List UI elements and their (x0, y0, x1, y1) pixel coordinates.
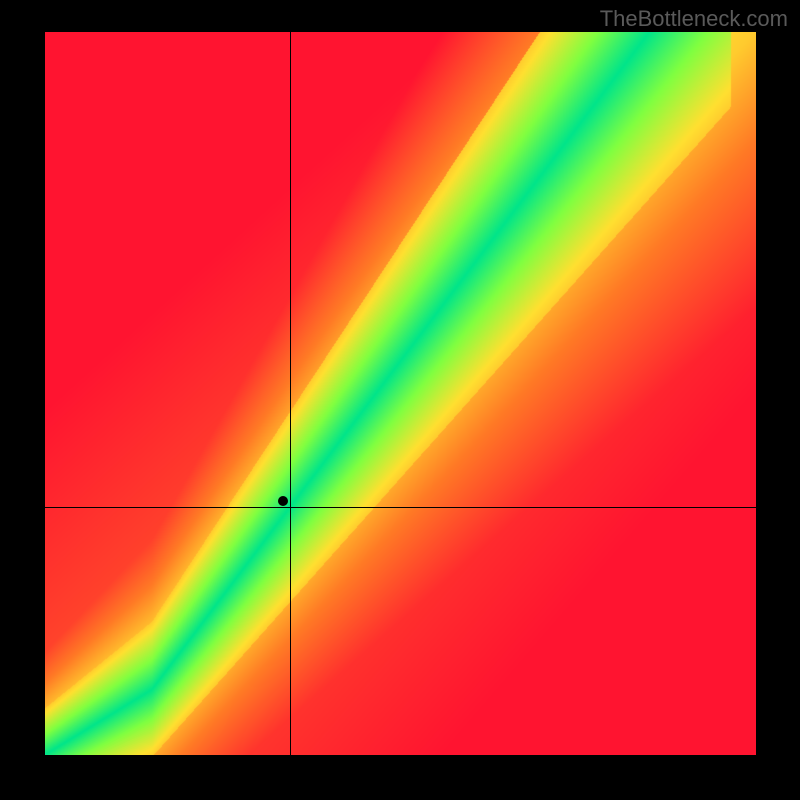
frame-right (756, 0, 800, 800)
heatmap-plot (45, 32, 756, 755)
data-point (278, 496, 288, 506)
frame-left (0, 0, 45, 800)
crosshair-horizontal (45, 507, 756, 508)
heatmap-canvas (45, 32, 756, 755)
crosshair-vertical (290, 32, 291, 755)
watermark-text: TheBottleneck.com (600, 6, 788, 32)
frame-bottom (0, 755, 800, 800)
chart-container: TheBottleneck.com (0, 0, 800, 800)
